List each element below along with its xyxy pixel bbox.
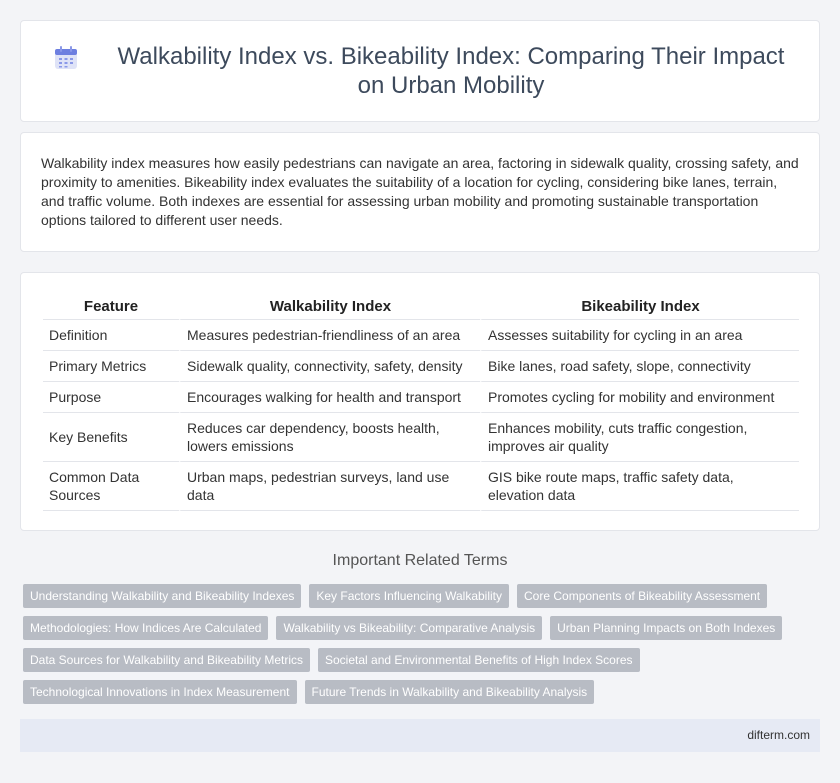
table-cell: Encourages walking for health and transp… bbox=[179, 382, 480, 413]
table-cell: Definition bbox=[43, 320, 179, 351]
calendar-icon bbox=[55, 46, 77, 69]
related-term-tag[interactable]: Data Sources for Walkability and Bikeabi… bbox=[23, 648, 310, 672]
table-cell: Bike lanes, road safety, slope, connecti… bbox=[480, 351, 799, 382]
table-cell: Promotes cycling for mobility and enviro… bbox=[480, 382, 799, 413]
table-cell: Urban maps, pedestrian surveys, land use… bbox=[179, 462, 480, 511]
related-term-tag[interactable]: Walkability vs Bikeability: Comparative … bbox=[276, 616, 543, 640]
table-cell: Enhances mobility, cuts traffic congesti… bbox=[480, 413, 799, 462]
related-term-tag[interactable]: Technological Innovations in Index Measu… bbox=[23, 680, 297, 704]
comparison-table-card: Feature Walkability Index Bikeability In… bbox=[20, 272, 820, 531]
related-term-tag[interactable]: Core Components of Bikeability Assessmen… bbox=[517, 584, 768, 608]
related-term-tag[interactable]: Key Factors Influencing Walkability bbox=[309, 584, 510, 608]
column-header: Walkability Index bbox=[179, 298, 480, 320]
table-cell: Primary Metrics bbox=[43, 351, 179, 382]
intro-text: Walkability index measures how easily pe… bbox=[41, 155, 799, 228]
related-term-tag[interactable]: Societal and Environmental Benefits of H… bbox=[318, 648, 640, 672]
table-cell: Common Data Sources bbox=[43, 462, 179, 511]
related-terms-heading: Important Related Terms bbox=[332, 552, 508, 569]
page-title: Walkability Index vs. Bikeability Index:… bbox=[117, 43, 785, 99]
column-header: Bikeability Index bbox=[480, 298, 799, 320]
intro-card: Walkability index measures how easily pe… bbox=[20, 132, 820, 252]
table-header-row: Feature Walkability Index Bikeability In… bbox=[43, 298, 799, 320]
table-row: Purpose Encourages walking for health an… bbox=[43, 382, 799, 413]
table-cell: GIS bike route maps, traffic safety data… bbox=[480, 462, 799, 511]
table-row: Definition Measures pedestrian-friendlin… bbox=[43, 320, 799, 351]
table-row: Common Data Sources Urban maps, pedestri… bbox=[43, 462, 799, 511]
related-term-tag[interactable]: Future Trends in Walkability and Bikeabi… bbox=[304, 680, 595, 704]
table-cell: Key Benefits bbox=[43, 413, 179, 462]
table-row: Primary Metrics Sidewalk quality, connec… bbox=[43, 351, 799, 382]
site-name[interactable]: difterm.com bbox=[747, 728, 810, 742]
table-cell: Purpose bbox=[43, 382, 179, 413]
related-term-tag[interactable]: Understanding Walkability and Bikeabilit… bbox=[23, 584, 302, 608]
table-cell: Assesses suitability for cycling in an a… bbox=[480, 320, 799, 351]
comparison-table: Feature Walkability Index Bikeability In… bbox=[43, 298, 799, 511]
table-cell: Measures pedestrian-friendliness of an a… bbox=[179, 320, 480, 351]
related-term-tag[interactable]: Methodologies: How Indices Are Calculate… bbox=[23, 616, 269, 640]
table-cell: Sidewalk quality, connectivity, safety, … bbox=[179, 351, 480, 382]
footer: difterm.com bbox=[20, 719, 820, 752]
column-header: Feature bbox=[43, 298, 179, 320]
related-terms-list: Understanding Walkability and Bikeabilit… bbox=[23, 584, 813, 712]
table-row: Key Benefits Reduces car dependency, boo… bbox=[43, 413, 799, 462]
table-cell: Reduces car dependency, boosts health, l… bbox=[179, 413, 480, 462]
related-term-tag[interactable]: Urban Planning Impacts on Both Indexes bbox=[550, 616, 783, 640]
header-card: Walkability Index vs. Bikeability Index:… bbox=[20, 20, 820, 122]
